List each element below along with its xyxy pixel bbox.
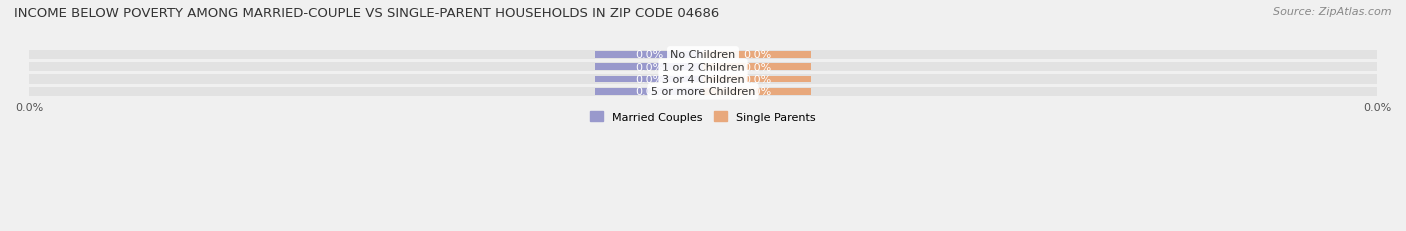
Text: 0.0%: 0.0% (742, 62, 770, 72)
Bar (703, 88, 811, 95)
Text: 0.0%: 0.0% (636, 87, 664, 97)
Text: 5 or more Children: 5 or more Children (651, 87, 755, 97)
Bar (703, 64, 811, 71)
Text: 0.0%: 0.0% (742, 75, 770, 85)
Text: 0.0%: 0.0% (636, 75, 664, 85)
Bar (595, 76, 703, 83)
Legend: Married Couples, Single Parents: Married Couples, Single Parents (586, 107, 820, 127)
Text: No Children: No Children (671, 50, 735, 60)
Text: 1 or 2 Children: 1 or 2 Children (662, 62, 744, 72)
Bar (703, 52, 811, 59)
Text: 3 or 4 Children: 3 or 4 Children (662, 75, 744, 85)
Text: 0.0%: 0.0% (636, 50, 664, 60)
Bar (30, 63, 1376, 72)
Bar (703, 76, 811, 83)
Text: Source: ZipAtlas.com: Source: ZipAtlas.com (1274, 7, 1392, 17)
Bar (595, 88, 703, 95)
Text: INCOME BELOW POVERTY AMONG MARRIED-COUPLE VS SINGLE-PARENT HOUSEHOLDS IN ZIP COD: INCOME BELOW POVERTY AMONG MARRIED-COUPL… (14, 7, 720, 20)
Text: 0.0%: 0.0% (742, 50, 770, 60)
Text: 0.0%: 0.0% (742, 87, 770, 97)
Bar (30, 51, 1376, 60)
Bar (30, 75, 1376, 84)
Bar (30, 87, 1376, 96)
Bar (595, 64, 703, 71)
Text: 0.0%: 0.0% (636, 62, 664, 72)
Bar (595, 52, 703, 59)
